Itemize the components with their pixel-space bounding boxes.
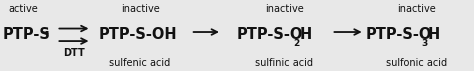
Text: PTP-S-O: PTP-S-O [365,27,432,42]
Text: inactive: inactive [121,4,159,14]
Text: PTP-S-OH: PTP-S-OH [99,27,178,42]
Text: inactive: inactive [265,4,304,14]
Text: 3: 3 [422,39,428,48]
Text: 2: 2 [293,39,300,48]
Text: PTP-S: PTP-S [3,27,51,42]
Text: PTP-S-O: PTP-S-O [237,27,303,42]
Text: H: H [428,27,440,42]
Text: ·: · [43,26,49,41]
Text: sulfonic acid: sulfonic acid [386,58,447,68]
Text: active: active [9,4,38,14]
Text: DTT: DTT [63,48,85,58]
Text: sulfenic acid: sulfenic acid [109,58,171,68]
Text: H: H [300,27,311,42]
Text: inactive: inactive [397,4,436,14]
Text: sulfinic acid: sulfinic acid [255,58,313,68]
